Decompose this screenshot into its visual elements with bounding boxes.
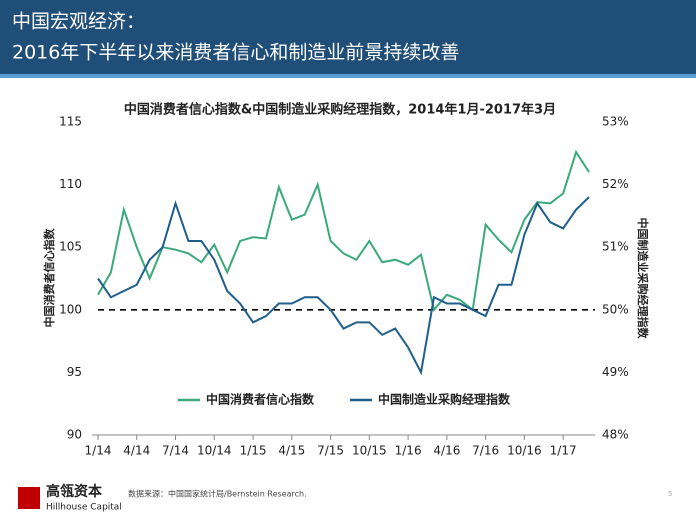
x-tick-label: 4/16 [433,444,460,458]
x-tick-label: 4/14 [123,444,150,458]
header-line: 2016年下半年以来消费者信心和制造业前景持续改善 [12,42,459,64]
page-number: 5 [668,490,672,498]
header-line: 中国宏观经济： [12,11,145,33]
header-band [0,0,696,74]
y2-tick-label: 48% [602,428,629,442]
x-tick-label: 10/14 [197,444,232,458]
y-axis-label: 中国消费者信心指数 [42,228,56,328]
x-tick-label: 7/16 [472,444,499,458]
brand: 高瓴资本 [46,483,103,500]
legend-label: 中国消费者信心指数 [206,392,315,407]
x-tick-label: 1/15 [240,444,267,458]
y2-axis-label: 中国制造业采购经理指数 [636,218,650,340]
y-tick-label: 105 [59,240,82,254]
series-line [97,149,590,312]
y-tick-label: 115 [59,115,82,129]
logo-mark [18,487,40,509]
y-tick-label: 90 [67,428,82,442]
y-tick-label: 100 [59,302,82,316]
x-tick-label: 1/16 [395,444,422,458]
x-tick-label: 1/14 [85,444,112,458]
x-tick-label: 10/15 [352,444,387,458]
legend-label: 中国制造业采购经理指数 [378,392,511,407]
y2-tick-label: 52% [602,177,629,191]
x-tick-label: 7/14 [162,444,189,458]
y2-tick-label: 51% [602,240,629,254]
header-rule [0,74,696,78]
y2-tick-label: 50% [602,302,629,316]
source-note: 数据来源：中国国家统计局/Bernstein Research. [128,489,307,499]
x-tick-label: 4/15 [278,444,305,458]
brand: Hillhouse Capital [46,503,122,513]
x-tick-label: 1/17 [550,444,577,458]
y-tick-label: 110 [59,177,82,191]
series-line [97,196,590,376]
chart-title: 中国消费者信心指数&中国制造业采购经理指数，2014年1月-2017年3月 [124,102,556,118]
y-tick-label: 95 [67,365,82,379]
y2-tick-label: 53% [602,115,629,129]
y2-tick-label: 49% [602,365,629,379]
x-tick-label: 7/15 [317,444,344,458]
x-tick-label: 10/16 [507,444,542,458]
